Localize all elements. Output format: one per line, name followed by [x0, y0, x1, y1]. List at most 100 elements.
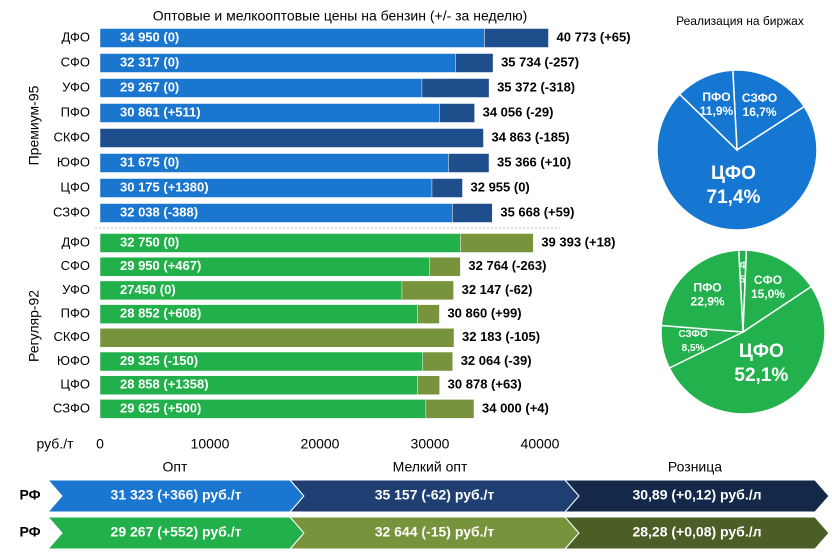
category-label: УФО: [62, 79, 90, 94]
row-label: РФ: [19, 524, 40, 540]
pie-slice: [732, 69, 806, 152]
value-label: 34 863 (-185): [491, 129, 569, 144]
category-label: СФО: [61, 258, 90, 273]
summary-value: 30,89 (+0,12) руб./л: [632, 487, 761, 503]
bar: [99, 399, 427, 419]
slice-label: СЗФО: [742, 91, 777, 105]
pie-slice: [660, 249, 744, 333]
bar: [99, 53, 456, 73]
slice-label: ПФО: [693, 281, 721, 295]
chart-title: Оптовые и мелкооптовые цены на бензин (+…: [153, 8, 528, 24]
bar: [99, 328, 455, 348]
summary-value: 31 323 (+366) руб./т: [111, 487, 242, 503]
summary-value: 28,28 (+0,08) руб./л: [632, 524, 761, 540]
summary-value: 32 644 (-15) руб./т: [375, 524, 495, 540]
value-label: 30 175 (+1380): [120, 179, 209, 194]
category-label: ЮФО: [57, 154, 90, 169]
bar: [99, 280, 403, 301]
value-label: 30 861 (+511): [120, 104, 201, 119]
category-label: УФО: [62, 282, 90, 297]
value-label: 29 625 (+500): [120, 400, 201, 415]
value-label: 27450 (0): [120, 282, 176, 297]
value-label: 29 950 (+467): [120, 258, 201, 273]
x-tick-label: 30000: [411, 436, 450, 452]
group-label: Премиум-95: [26, 85, 42, 165]
slice-value: 16,7%: [743, 105, 777, 119]
value-label: 32 183 (-105): [462, 329, 540, 344]
x-tick-label: 40000: [521, 436, 560, 452]
bar: [99, 375, 418, 395]
x-tick-label: 10000: [191, 436, 230, 452]
value-label: 32 064 (-39): [461, 353, 532, 368]
slice-value: 11,9%: [700, 104, 734, 118]
value-label: 35 366 (+10): [497, 154, 571, 169]
group-label: Регуляр-92: [26, 290, 42, 362]
bar: [99, 153, 449, 173]
pie-title: Реализация на биржах: [676, 14, 804, 28]
slice-label: ПФО: [702, 90, 730, 104]
slice-value: 22,9%: [691, 295, 725, 309]
slice-label: СФО: [754, 273, 782, 287]
bar: [99, 78, 423, 98]
category-label: СЗФО: [53, 400, 90, 415]
pie-slice: [678, 69, 738, 152]
category-label: ЮФО: [57, 353, 90, 368]
column-label: Мелкий опт: [393, 459, 468, 475]
summary-chevron: [563, 516, 830, 550]
value-label: 35 372 (-318): [497, 79, 575, 94]
column-label: Розница: [668, 459, 722, 475]
slice-label: ЮФО: [729, 261, 756, 272]
bar: [99, 103, 440, 123]
value-label: 30 860 (+99): [447, 306, 521, 321]
value-label: 32 317 (0): [120, 54, 179, 69]
summary-value: 35 157 (-62) руб./т: [375, 487, 495, 503]
column-label: Опт: [163, 459, 188, 475]
value-label: 34 056 (-29): [483, 104, 554, 119]
value-label: 28 852 (+608): [120, 306, 201, 321]
value-label: 28 858 (+1358): [120, 377, 209, 392]
value-label: 32 750 (0): [120, 234, 179, 249]
bar: [99, 28, 485, 48]
category-label: ПФО: [61, 104, 90, 119]
category-label: СЗФО: [53, 204, 90, 219]
bar: [99, 203, 453, 223]
row-label: РФ: [19, 487, 40, 503]
bar: [99, 256, 430, 277]
value-label: 35 668 (+59): [500, 204, 574, 219]
x-tick-label: 0: [96, 436, 104, 452]
category-label: ПФО: [61, 306, 90, 321]
value-label: 39 393 (+18): [541, 234, 615, 249]
value-label: 34 000 (+4): [482, 400, 549, 415]
pie-slice: [656, 93, 818, 231]
pie-slice: [668, 285, 826, 415]
bar: [99, 178, 433, 198]
slice-value: 52,1%: [734, 365, 788, 386]
value-label: 32 955 (0): [471, 179, 530, 194]
slice-value: 71,4%: [707, 187, 761, 208]
bar: [99, 351, 423, 372]
value-label: 40 773 (+65): [557, 29, 631, 44]
slice-value: 1,5%: [731, 275, 754, 286]
bar: [99, 233, 461, 253]
slice-value: 15,0%: [751, 287, 785, 301]
value-label: 32 147 (-62): [462, 282, 533, 297]
value-label: 30 878 (+63): [448, 377, 522, 392]
value-label: 32 764 (-263): [468, 258, 546, 273]
bar: [99, 304, 418, 324]
value-label: 29 325 (-150): [120, 353, 198, 368]
category-label: СФО: [61, 54, 90, 69]
summary-chevron: [563, 479, 830, 513]
slice-label: СЗФО: [678, 329, 708, 340]
value-label: 35 734 (-257): [501, 54, 579, 69]
value-label: 29 267 (0): [120, 79, 179, 94]
category-label: ДФО: [61, 234, 90, 249]
slice-value: 8,5%: [682, 343, 705, 354]
slice-label: ЦФО: [711, 163, 756, 184]
category-label: СКФО: [53, 329, 90, 344]
value-label: 34 950 (0): [120, 29, 179, 44]
pie-slice: [742, 249, 813, 334]
value-label: 32 038 (-388): [120, 204, 198, 219]
category-label: ЦФО: [60, 377, 90, 392]
value-label: 31 675 (0): [120, 154, 179, 169]
